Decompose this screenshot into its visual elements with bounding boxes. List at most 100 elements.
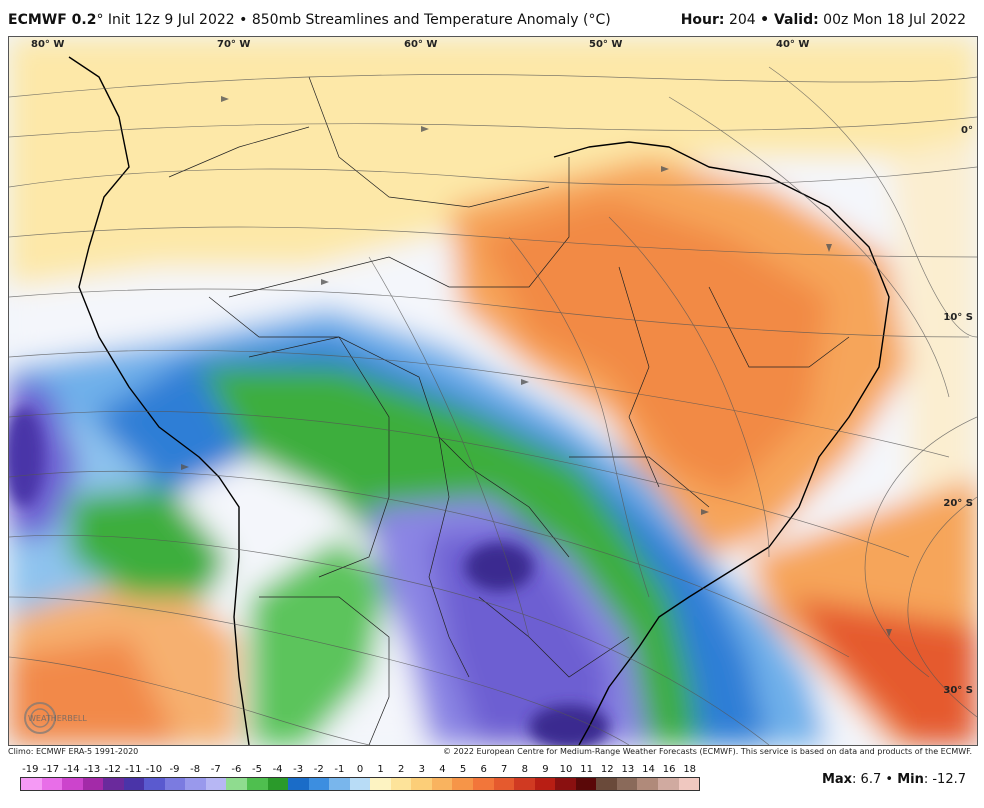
lon-label-60w: 60° W [404,39,438,50]
colorbar-tick-label: 18 [683,764,697,775]
max-label: Max [821,772,853,787]
colorbar-tick-label: 13 [621,764,635,775]
map-title: ECMWF 0.2° Init 12z 9 Jul 2022 • 850mb S… [8,12,611,28]
colorbar-swatch [103,778,124,790]
colorbar-swatch [657,778,679,790]
colorbar-swatch [41,778,63,790]
lon-label-50w: 50° W [589,39,623,50]
max-value: : 6.7 • [852,772,894,787]
colorbar-swatch [349,778,371,790]
colorbar-tick-label: 16 [662,764,676,775]
colorbar-tick-label: -8 [190,764,201,775]
colorbar-tick-label: 14 [642,764,655,775]
colorbar: -19 -17 -14 -13 -12 -11 -10 -9 -8 -7 -6 -5 -4 -3 -2 -1 0… [20,764,700,792]
colorbar-tick-label: -7 [210,764,221,775]
valid-label: • Valid: [760,12,819,28]
lat-label-10s: 10° S [943,312,973,323]
colorbar-swatch [390,778,412,790]
max-min-stats: Max: 6.7 • Min: -12.7 [822,772,966,787]
colorbar-swatch [555,778,576,790]
hour-label: Hour: [680,12,725,28]
hour-value: 204 [728,12,756,28]
product-name: • 850mb Streamlines and Temperature Anom… [239,12,611,28]
colorbar-tick-label: 6 [480,764,487,775]
colorbar-tick-label: 0 [356,764,364,775]
colorbar-tick-label: -4 [272,764,283,775]
colorbar-swatch [164,778,186,790]
lon-label-40w: 40° W [776,39,810,50]
colorbar-tick-label: 9 [542,764,549,775]
colorbar-tick-label: 2 [398,764,405,775]
colorbar-tick-label: 1 [377,764,384,775]
valid-value: 00z Mon 18 Jul 2022 [823,12,966,28]
colorbar-swatch [21,778,42,790]
colorbar-tick-label: -11 [125,764,142,775]
colorbar-tick-label: -2 [313,764,324,775]
colorbar-swatch [144,778,165,790]
lat-label-0: 0° [961,125,973,136]
colorbar-swatch [616,778,638,790]
min-label: Min [897,772,924,787]
map-footer: Climo: ECMWF ERA-5 1991-2020 © 2022 Euro… [0,745,984,759]
colorbar-tick-label: -5 [251,764,262,775]
temperature-anomaly-field [9,37,977,745]
colorbar-tick-label: -12 [104,764,121,775]
colorbar-swatch [370,778,391,790]
lat-label-20s: 20° S [943,498,973,509]
colorbar-tick-label: 7 [501,764,508,775]
colorbar-swatch [267,778,289,790]
colorbar-swatch [575,778,597,790]
colorbar-swatch [678,778,700,790]
colorbar-swatch [82,778,104,790]
lon-label-70w: 70° W [217,39,251,50]
colorbar-tick-label: -17 [42,764,60,775]
colorbar-swatch [452,778,474,790]
colorbar-tick-label: -6 [231,764,242,775]
colorbar-swatch [431,778,453,790]
colorbar-tick-label: -1 [334,764,345,775]
colorbar-swatch [596,778,617,790]
colorbar-swatch [514,778,535,790]
colorbar-tick-label: 5 [459,764,467,775]
colorbar-swatch [308,778,330,790]
init-time: ° Init 12z 9 Jul 2022 [96,12,235,28]
colorbar-swatch [185,778,206,790]
colorbar-tick-label: 12 [600,764,614,775]
copyright-note: © 2022 European Centre for Medium-Range … [443,747,972,756]
colorbar-tick-label: -3 [293,764,304,775]
colorbar-tick-label: 10 [559,764,573,775]
colorbar-swatch [493,778,515,790]
colorbar-swatch [205,778,227,790]
colorbar-tick-label: -19 [22,764,39,775]
colorbar-swatch [123,778,145,790]
lon-label-80w: 80° W [31,39,65,50]
model-name: ECMWF 0.2 [8,12,97,28]
colorbar-swatch [329,778,350,790]
colorbar-swatch [247,778,268,790]
colorbar-swatch [411,778,432,790]
header-bar: ECMWF 0.2° Init 12z 9 Jul 2022 • 850mb S… [0,0,984,36]
weather-map[interactable]: 80° W 70° W 60° W 50° W 40° W 0° 10° S 2… [8,36,978,746]
colorbar-tick-label: -9 [169,764,180,775]
min-value: : -12.7 [923,772,966,787]
colorbar-swatch [473,778,494,790]
colorbar-swatches [20,777,700,791]
colorbar-tick-label: 8 [521,764,529,775]
colorbar-swatch [534,778,556,790]
colorbar-swatch [288,778,309,790]
colorbar-swatch [637,778,658,790]
colorbar-tick-label: 11 [580,764,594,775]
weatherbell-logo: WEATHERBELL [24,702,87,734]
lat-label-30s: 30° S [943,685,973,696]
colorbar-tick-label: -10 [145,764,163,775]
colorbar-swatch [226,778,248,790]
valid-time: Hour: 204 • Valid: 00z Mon 18 Jul 2022 [681,12,966,28]
colorbar-tick-label: -14 [63,764,80,775]
colorbar-labels: -19 -17 -14 -13 -12 -11 -10 -9 -8 -7 -6 -5 -4 -3 -2 -1 0… [20,764,700,777]
colorbar-swatch [62,778,83,790]
colorbar-tick-label: -13 [83,764,101,775]
climo-note: Climo: ECMWF ERA-5 1991-2020 [8,747,139,756]
svg-text:WEATHERBELL: WEATHERBELL [28,714,87,723]
colorbar-tick-label: 3 [418,764,425,775]
colorbar-tick-label: 4 [439,764,446,775]
